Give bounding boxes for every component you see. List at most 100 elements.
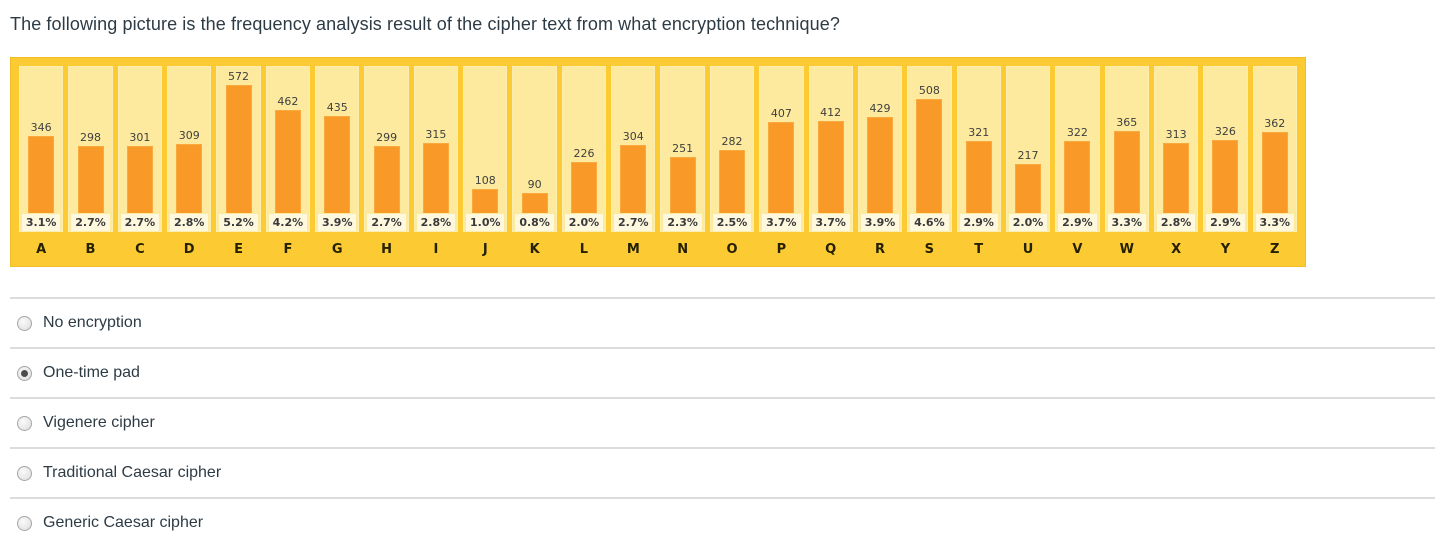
frequency-bar-H	[373, 146, 400, 213]
percent-label: 3.9%	[860, 214, 900, 231]
axis-letter-G: G	[331, 242, 343, 257]
percent-label: 4.6%	[910, 214, 949, 231]
percent-label: 2.3%	[663, 214, 702, 231]
frequency-bar-R	[867, 117, 894, 213]
radio-icon[interactable]	[17, 415, 32, 431]
frequency-bar-I	[422, 143, 449, 213]
radio-icon[interactable]	[17, 515, 32, 531]
bar-value-label: 435	[326, 101, 348, 114]
radio-icon[interactable]	[17, 315, 32, 331]
option-label[interactable]: Traditional Caesar cipher	[43, 464, 222, 481]
percent-label: 2.9%	[959, 214, 998, 231]
percent-label: 2.8%	[1156, 214, 1196, 231]
bar-value-label: 429	[869, 102, 891, 115]
bar-value-label: 90	[527, 178, 542, 191]
bar-value-label: 346	[30, 121, 52, 134]
frequency-bar-G	[324, 116, 351, 213]
bar-value-label: 301	[129, 131, 151, 144]
axis-letter-M: M	[626, 242, 640, 257]
percent-label: 3.7%	[811, 214, 850, 231]
option-label[interactable]: No encryption	[43, 314, 142, 331]
frequency-bar-S	[916, 99, 943, 213]
option-row-0[interactable]: No encryption	[10, 297, 1435, 347]
frequency-bar-C	[126, 146, 153, 213]
percent-label: 2.7%	[120, 214, 160, 231]
bar-value-label: 309	[178, 129, 200, 142]
frequency-bar-L	[570, 162, 597, 213]
option-row-3[interactable]: Traditional Caesar cipher	[10, 447, 1435, 497]
option-label[interactable]: One-time pad	[43, 364, 140, 381]
chart-column-M: 304 2.7%	[611, 66, 656, 232]
frequency-bar-B	[77, 146, 104, 213]
frequency-bar-N	[669, 157, 696, 213]
frequency-bar-F	[274, 110, 301, 213]
axis-letter-O: O	[726, 242, 738, 257]
frequency-bar-T	[965, 141, 992, 213]
axis-letter-H: H	[381, 242, 393, 257]
percent-label: 3.9%	[318, 214, 357, 231]
axis-letter-L: L	[579, 242, 589, 257]
option-label[interactable]: Vigenere cipher	[43, 414, 155, 431]
axis-letter-J: J	[482, 242, 488, 257]
bar-value-label: 321	[968, 126, 990, 139]
axis-letter-F: F	[283, 242, 293, 257]
bar-value-label: 298	[80, 131, 102, 144]
bar-value-label: 315	[425, 128, 447, 141]
frequency-bar-X	[1163, 143, 1190, 213]
bar-value-label: 313	[1165, 128, 1187, 141]
chart-column-D: 309 2.8%	[167, 66, 212, 232]
axis-letter-S: S	[924, 242, 935, 257]
option-row-4[interactable]: Generic Caesar cipher	[10, 497, 1435, 547]
chart-column-Y: 326 2.9%	[1203, 66, 1248, 232]
frequency-bar-V	[1064, 141, 1091, 213]
chart-column-E: 572 5.2%	[216, 66, 261, 232]
bar-value-label: 572	[228, 70, 250, 83]
axis-letter-K: K	[529, 242, 540, 257]
option-row-1[interactable]: One-time pad	[10, 347, 1435, 397]
axis-letter-X: X	[1171, 242, 1182, 257]
frequency-bar-O	[718, 150, 745, 213]
frequency-bar-M	[620, 145, 647, 213]
axis-letter-P: P	[776, 242, 787, 257]
bar-value-label: 304	[622, 130, 644, 143]
chart-column-A: 346 3.1%	[19, 66, 64, 232]
frequency-analysis-chart: 346 3.1% 298 2.7% 301 2.7% 309 2.8% 572 5.2% 462 4.…	[10, 57, 1306, 267]
percent-label: 1.0%	[466, 214, 505, 231]
percent-label: 4.2%	[268, 214, 308, 231]
frequency-bar-A	[28, 136, 55, 213]
options-list: No encryption One-time pad Vigenere cipher…	[10, 297, 1435, 547]
bar-value-label: 508	[918, 84, 940, 97]
axis-letter-I: I	[433, 242, 439, 257]
percent-label: 2.7%	[367, 214, 406, 231]
frequency-bar-W	[1113, 131, 1140, 213]
option-label[interactable]: Generic Caesar cipher	[43, 514, 204, 531]
chart-column-C: 301 2.7%	[117, 66, 163, 232]
axis-letter-U: U	[1022, 242, 1034, 257]
chart-column-X: 313 2.8%	[1153, 66, 1199, 232]
axis-letter-B: B	[85, 242, 96, 257]
bar-value-label: 407	[770, 107, 792, 120]
axis-letter-Q: Q	[825, 242, 837, 257]
frequency-bar-Y	[1212, 140, 1239, 213]
radio-selected-icon[interactable]	[17, 365, 32, 381]
bar-value-label: 462	[277, 95, 299, 108]
chart-columns: 346 3.1% 298 2.7% 301 2.7% 309 2.8% 572 5.2% 462 4.…	[19, 66, 1297, 232]
chart-column-Z: 362 3.3%	[1252, 66, 1297, 232]
percent-label: 2.8%	[416, 214, 456, 231]
axis-letter-R: R	[875, 242, 886, 257]
axis-letter-T: T	[974, 242, 984, 257]
axis-letter-Y: Y	[1220, 242, 1231, 257]
option-row-2[interactable]: Vigenere cipher	[10, 397, 1435, 447]
bar-value-label: 282	[721, 135, 743, 148]
chart-column-S: 508 4.6%	[907, 66, 952, 232]
chart-column-N: 251 2.3%	[660, 66, 705, 232]
radio-icon[interactable]	[17, 465, 32, 481]
axis-letter-E: E	[234, 242, 243, 257]
bar-value-label: 365	[1116, 116, 1138, 129]
chart-column-K: 90 0.8%	[512, 66, 557, 232]
percent-label: 3.1%	[22, 214, 61, 231]
chart-column-B: 298 2.7%	[68, 66, 113, 232]
chart-column-T: 321 2.9%	[956, 66, 1001, 232]
chart-column-Q: 412 3.7%	[808, 66, 853, 232]
chart-column-G: 435 3.9%	[315, 66, 360, 232]
